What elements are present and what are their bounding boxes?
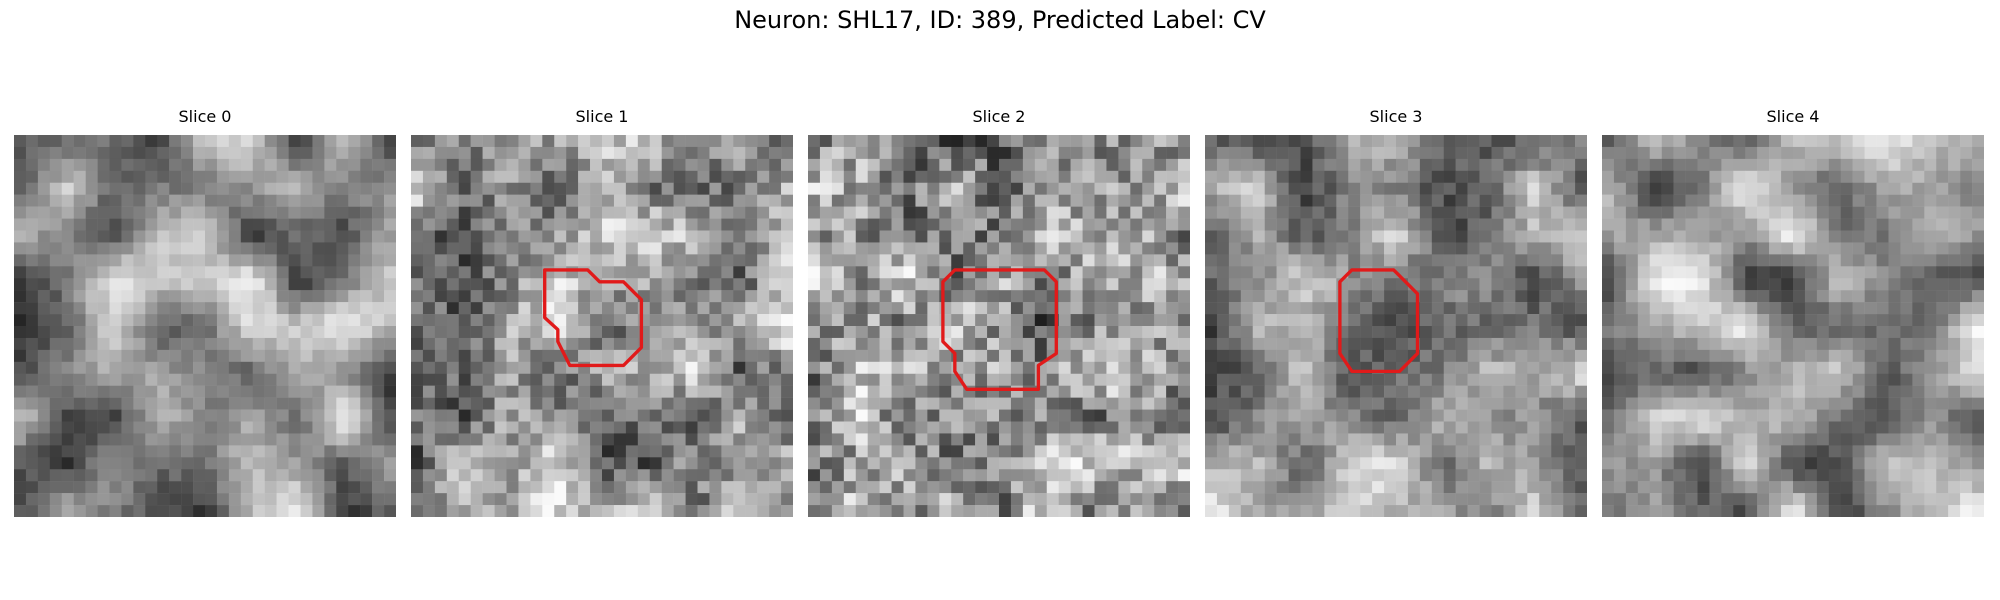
- slice-image: [411, 135, 793, 517]
- neuron-contour: [543, 268, 644, 368]
- panel-title: Slice 2: [972, 107, 1026, 126]
- pixel-grid: [411, 135, 793, 517]
- slice-image: [1602, 135, 1984, 517]
- figure-title: Neuron: SHL17, ID: 389, Predicted Label:…: [734, 6, 1266, 34]
- pixel-grid: [1602, 135, 1984, 517]
- panel-title: Slice 3: [1369, 107, 1423, 126]
- slice-image: [808, 135, 1190, 517]
- slice-image: [1205, 135, 1587, 517]
- pixel-grid: [14, 135, 396, 517]
- slice-image: [14, 135, 396, 517]
- neuron-contour: [1338, 268, 1420, 374]
- panel-title: Slice 0: [178, 107, 232, 126]
- panel-title: Slice 1: [575, 107, 629, 126]
- pixel-grid: [1205, 135, 1587, 517]
- pixel-grid: [808, 135, 1190, 517]
- neuron-contour: [941, 268, 1058, 391]
- panel-title: Slice 4: [1766, 107, 1820, 126]
